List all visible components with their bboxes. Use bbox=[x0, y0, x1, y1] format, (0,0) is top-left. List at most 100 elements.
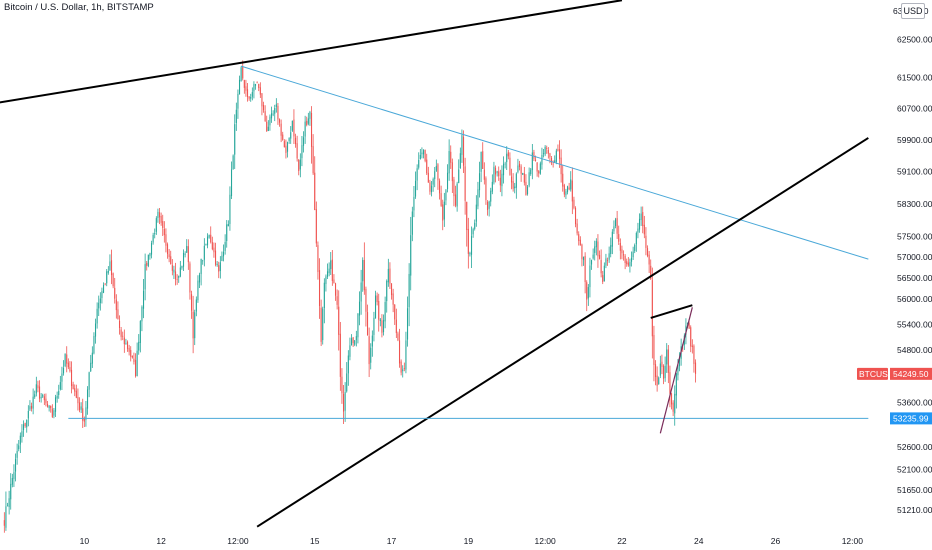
candle-body bbox=[526, 186, 529, 195]
candle-body bbox=[494, 167, 497, 175]
candle-body bbox=[411, 211, 413, 235]
candle bbox=[574, 206, 577, 228]
time-tick-label: 17 bbox=[387, 536, 397, 546]
candle-body bbox=[280, 123, 282, 136]
candle-body bbox=[93, 336, 95, 354]
candle-body bbox=[374, 295, 377, 319]
candle bbox=[386, 279, 388, 313]
candle bbox=[592, 248, 594, 260]
candle bbox=[624, 254, 626, 270]
trendline bbox=[240, 65, 869, 260]
candle-body bbox=[67, 362, 69, 368]
symbol-tag bbox=[857, 367, 888, 380]
candle bbox=[579, 236, 581, 246]
candle bbox=[461, 129, 463, 163]
candle bbox=[328, 262, 330, 277]
candle bbox=[486, 200, 489, 216]
candle-body bbox=[394, 304, 396, 320]
candle-body bbox=[261, 93, 263, 107]
candle bbox=[162, 214, 164, 236]
candle bbox=[163, 221, 165, 243]
candle-body bbox=[315, 209, 317, 244]
candle-body bbox=[269, 116, 271, 126]
candle-body bbox=[382, 319, 385, 333]
candle bbox=[389, 262, 391, 290]
candle bbox=[30, 402, 33, 412]
candle-body bbox=[429, 182, 431, 192]
candle-body bbox=[534, 159, 537, 162]
candle bbox=[136, 342, 138, 377]
candle bbox=[517, 158, 519, 174]
candle-body bbox=[506, 153, 508, 163]
candle-body bbox=[467, 228, 469, 254]
candle bbox=[53, 407, 55, 419]
candle-body bbox=[283, 141, 285, 148]
candle bbox=[451, 158, 453, 193]
candle bbox=[376, 292, 378, 306]
candle bbox=[651, 267, 653, 359]
candle bbox=[35, 376, 37, 397]
candle-body bbox=[541, 154, 543, 165]
candle bbox=[392, 288, 394, 313]
candle bbox=[507, 150, 509, 160]
candle-body bbox=[13, 472, 15, 480]
candle bbox=[634, 243, 636, 254]
candle-body bbox=[458, 169, 460, 183]
candle-body bbox=[136, 350, 138, 377]
time-tick-label: 22 bbox=[617, 536, 627, 546]
candle bbox=[166, 242, 169, 259]
price-axis[interactable]: 62500.00 61500.00 60700.00 59900.00 59100.00… bbox=[893, 6, 932, 515]
candle bbox=[426, 153, 428, 175]
candle bbox=[82, 398, 84, 428]
candle-body bbox=[264, 111, 266, 122]
candle bbox=[437, 163, 439, 190]
candle-body bbox=[419, 154, 421, 160]
time-axis[interactable]: 10 12 12:00 15 17 19 12:00 22 24 26 12:00 bbox=[80, 536, 864, 546]
candle bbox=[446, 164, 449, 193]
candle bbox=[341, 368, 343, 404]
candle-body bbox=[184, 253, 186, 255]
currency-button[interactable]: USD bbox=[901, 3, 925, 19]
candle-body bbox=[195, 299, 197, 312]
candle-body bbox=[448, 150, 450, 174]
candle-body bbox=[421, 152, 423, 155]
candle-body bbox=[589, 265, 591, 288]
candle-body bbox=[19, 435, 21, 445]
candle bbox=[349, 337, 351, 361]
candle bbox=[13, 464, 15, 487]
candle-body bbox=[331, 259, 333, 281]
price-tick-label: 51650.00 bbox=[897, 485, 932, 495]
candle-body bbox=[373, 317, 375, 335]
candle bbox=[597, 234, 599, 268]
candle bbox=[59, 375, 61, 391]
candle-body bbox=[96, 308, 98, 324]
candle-body bbox=[272, 113, 274, 115]
candle-body bbox=[536, 162, 538, 172]
candle-body bbox=[125, 343, 127, 345]
price-tick-label: 57000.00 bbox=[897, 252, 932, 262]
trendlines bbox=[0, 0, 869, 528]
candle bbox=[120, 326, 122, 341]
candle-body bbox=[432, 178, 434, 185]
candle bbox=[691, 339, 693, 354]
trendline bbox=[659, 307, 693, 434]
candle bbox=[550, 155, 553, 166]
candle bbox=[546, 145, 548, 154]
candle bbox=[98, 295, 100, 317]
candle-body bbox=[218, 265, 220, 272]
candle-body bbox=[525, 181, 527, 196]
candle bbox=[442, 199, 444, 231]
candle-body bbox=[74, 388, 76, 392]
candle-body bbox=[296, 143, 298, 159]
candle bbox=[134, 353, 137, 378]
candle bbox=[621, 245, 623, 260]
candle-body bbox=[205, 243, 207, 245]
candle-body bbox=[630, 257, 633, 262]
candle-body bbox=[514, 186, 516, 189]
candle bbox=[238, 75, 241, 95]
candle-body bbox=[378, 300, 380, 320]
candle bbox=[152, 232, 154, 245]
candle-body bbox=[389, 268, 391, 284]
